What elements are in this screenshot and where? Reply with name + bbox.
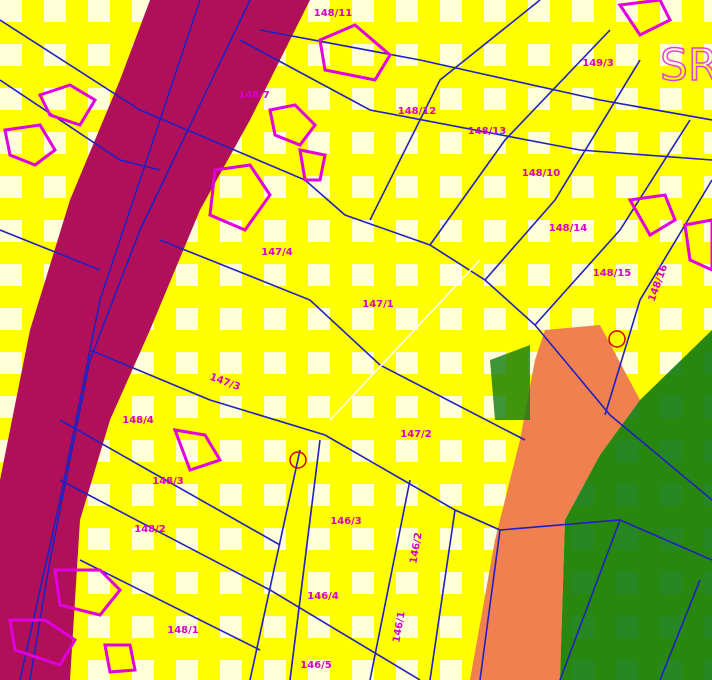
parcel-label: 148/12	[398, 106, 436, 117]
parcel-label: 149/3	[582, 58, 614, 69]
parcel-label: 147/2	[400, 429, 432, 440]
buildings	[3, 0, 712, 674]
road-zone	[0, 0, 310, 680]
green-patch	[490, 345, 530, 420]
parcel-label: 146/3	[330, 516, 362, 527]
parcel-label: 148/3	[152, 476, 184, 487]
parcel-label: 148/15	[593, 268, 631, 279]
zone-label: SR	[660, 40, 712, 91]
parcel-label: 148/13	[468, 126, 506, 137]
parcel-label: 148/4	[122, 415, 154, 426]
parcel-label: 147/4	[261, 247, 293, 258]
parcel-label: 146/4	[307, 591, 339, 602]
parcel-label: 148/1	[167, 625, 199, 636]
orange-zone	[470, 325, 640, 680]
parcel-label: 146/5	[300, 660, 332, 671]
parcel-label: 146/1	[391, 611, 407, 644]
parcel-label: 148/10	[522, 168, 560, 179]
parcel-label: 146/2	[408, 532, 424, 565]
parcel-label: 148/2	[134, 524, 166, 535]
parcel-label: 148/7	[238, 90, 270, 101]
parcel-label: 148/11	[314, 8, 352, 19]
parcel-label: 148/14	[549, 223, 587, 234]
green-zone	[560, 330, 712, 680]
parcel-label: 147/1	[362, 299, 394, 310]
